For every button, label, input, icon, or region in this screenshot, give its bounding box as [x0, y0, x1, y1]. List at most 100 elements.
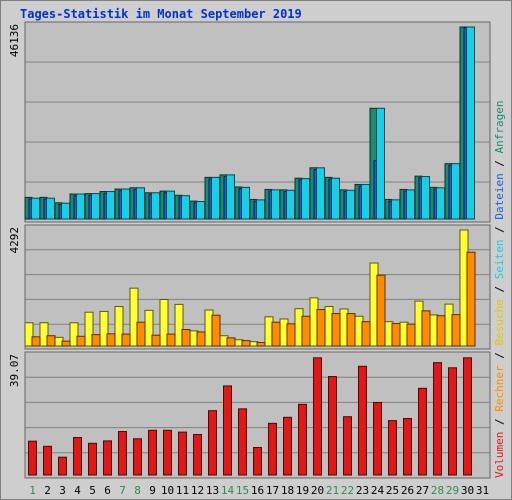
day-label-25: 25 — [386, 484, 399, 497]
day-label-1: 1 — [29, 484, 36, 497]
bar-rechner-day-16 — [256, 341, 266, 347]
bar-seiten-day-3 — [61, 202, 70, 220]
bar-rechner-day-3 — [61, 340, 71, 347]
bar-volumen-day-10 — [163, 429, 172, 476]
bar-rechner-day-23 — [361, 321, 371, 347]
bar-seiten-day-30 — [466, 26, 475, 220]
bar-volumen-day-14 — [223, 385, 232, 476]
bar-volumen-day-15 — [238, 408, 247, 476]
bar-seiten-day-26 — [406, 189, 415, 220]
bar-volumen-day-22 — [343, 416, 352, 476]
legend-item-dateien: Dateien — [493, 173, 506, 219]
bar-rechner-day-11 — [181, 329, 191, 347]
day-label-16: 16 — [251, 484, 264, 497]
day-label-3: 3 — [59, 484, 66, 497]
bar-volumen-day-24 — [373, 402, 382, 476]
day-label-29: 29 — [446, 484, 459, 497]
bar-seiten-day-9 — [151, 192, 160, 220]
top-panel: 46136 — [8, 21, 491, 223]
day-label-13: 13 — [206, 484, 219, 497]
day-label-10: 10 — [161, 484, 174, 497]
legend-separator: / — [493, 153, 506, 173]
side-legend: Volumen / Rechner / Besuche / Seiten / D… — [493, 100, 506, 478]
bar-rechner-day-4 — [76, 335, 86, 347]
bar-seiten-day-22 — [346, 189, 355, 220]
bar-seiten-day-11 — [181, 195, 190, 220]
bar-seiten-day-6 — [106, 191, 115, 220]
bottom-max-label: 39.07 — [8, 354, 21, 387]
day-label-17: 17 — [266, 484, 279, 497]
day-label-20: 20 — [311, 484, 324, 497]
bar-besuche-day-2 — [39, 322, 49, 347]
bar-volumen-day-30 — [463, 357, 472, 476]
bar-seiten-day-7 — [121, 188, 130, 220]
bar-volumen-day-5 — [88, 442, 97, 476]
bar-volumen-day-12 — [193, 434, 202, 476]
bar-volumen-day-26 — [403, 418, 412, 476]
bar-rechner-day-2 — [46, 335, 56, 347]
day-label-11: 11 — [176, 484, 189, 497]
bar-seiten-day-1 — [31, 197, 40, 220]
bar-rechner-day-1 — [31, 336, 41, 347]
bar-seiten-day-16 — [256, 199, 265, 220]
middle-panel: 4292 — [8, 224, 491, 350]
bar-rechner-day-24 — [376, 274, 386, 347]
bar-rechner-day-6 — [106, 333, 116, 347]
legend-item-seiten: Seiten — [493, 240, 506, 280]
bar-volumen-day-16 — [253, 447, 262, 476]
bar-seiten-day-29 — [451, 163, 460, 220]
bar-besuche-day-7 — [114, 306, 124, 347]
day-label-9: 9 — [149, 484, 156, 497]
bar-rechner-day-20 — [316, 309, 326, 347]
day-label-7: 7 — [119, 484, 126, 497]
bar-rechner-day-27 — [421, 310, 431, 347]
bar-besuche-day-1 — [24, 322, 34, 347]
bar-rechner-day-12 — [196, 331, 206, 347]
bar-seiten-day-4 — [76, 193, 85, 220]
bar-rechner-day-5 — [91, 334, 101, 347]
bar-volumen-day-9 — [148, 429, 157, 476]
bar-rechner-day-14 — [226, 337, 236, 347]
bar-seiten-day-25 — [391, 199, 400, 220]
day-label-6: 6 — [104, 484, 111, 497]
bar-rechner-day-22 — [346, 313, 356, 347]
day-axis-labels: 1 2 3 4 5 6 7 8 9 10 11 12 13 14 15 16 17 18 19 20 21 22 23 24 2… — [29, 484, 489, 497]
bar-seiten-day-28 — [436, 187, 445, 220]
bar-rechner-day-19 — [301, 315, 311, 347]
bottom-panel: 39.07 — [8, 351, 491, 479]
bar-volumen-day-29 — [448, 367, 457, 476]
bar-volumen-day-6 — [103, 440, 112, 476]
bar-volumen-day-19 — [298, 403, 307, 476]
bar-rechner-day-10 — [166, 333, 176, 347]
legend-separator: / — [493, 279, 506, 299]
bar-besuche-day-6 — [99, 310, 109, 347]
bar-rechner-day-30 — [466, 251, 476, 347]
bar-seiten-day-27 — [421, 176, 430, 220]
top-max-label: 46136 — [8, 24, 21, 57]
day-label-30: 30 — [461, 484, 474, 497]
legend-item-besuche: Besuche — [493, 299, 506, 345]
legend-separator: / — [493, 220, 506, 240]
bar-rechner-day-18 — [286, 323, 296, 347]
bar-seiten-day-5 — [91, 193, 100, 220]
bar-volumen-day-13 — [208, 410, 217, 476]
bar-volumen-day-1 — [28, 440, 37, 476]
bar-rechner-day-28 — [436, 315, 446, 347]
bar-rechner-day-13 — [211, 314, 221, 347]
bar-seiten-day-8 — [136, 187, 145, 220]
bar-seiten-day-20 — [316, 167, 325, 220]
day-label-8: 8 — [134, 484, 141, 497]
legend-item-anfragen: Anfragen — [493, 100, 506, 153]
day-label-2: 2 — [44, 484, 51, 497]
side-legend-text: Volumen / Rechner / Besuche / Seiten / D… — [493, 100, 506, 478]
bar-seiten-day-21 — [331, 177, 340, 220]
bar-volumen-day-28 — [433, 362, 442, 476]
day-label-27: 27 — [416, 484, 429, 497]
bar-rechner-day-9 — [151, 334, 161, 347]
bar-rechner-day-29 — [451, 314, 461, 347]
bar-besuche-day-8 — [129, 287, 139, 347]
bar-volumen-day-18 — [283, 416, 292, 476]
bar-seiten-day-15 — [241, 186, 250, 220]
day-label-24: 24 — [371, 484, 385, 497]
